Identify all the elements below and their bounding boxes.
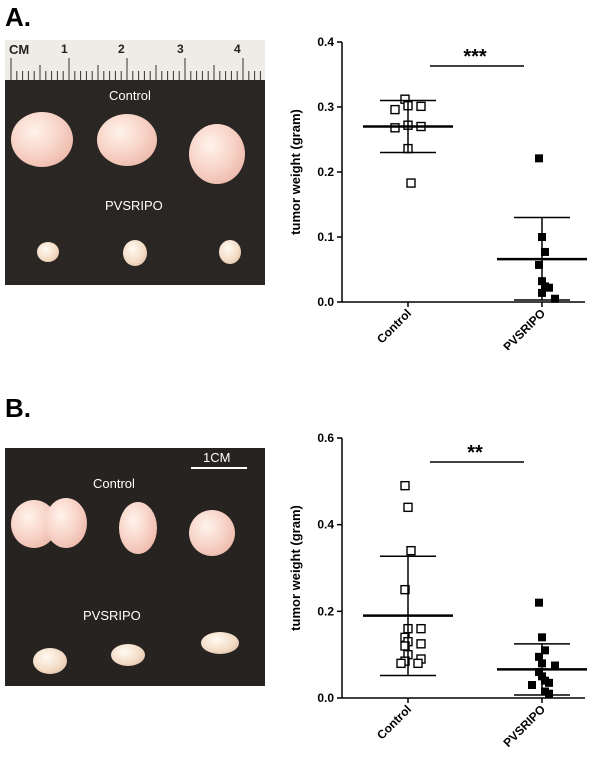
y-tick-label: 0.4 [317,35,334,49]
data-point [390,104,400,115]
data-point [541,646,549,655]
data-point [416,101,426,112]
y-axis-label: tumor weight (gram) [288,109,303,235]
treated-tumor [37,242,59,262]
y-tick-label: 0.0 [317,691,334,705]
photo-b-treated-label: PVSRIPO [83,608,141,623]
data-point [406,545,416,556]
data-point [535,652,543,661]
data-point [406,178,416,188]
ruler-ticks [10,58,261,80]
x-tick-label: Control [374,306,414,346]
data-point [545,678,553,687]
y-tick-label: 0.0 [317,295,334,309]
x-tick-label: PVSRIPO [500,702,548,750]
y-tick-label: 0.1 [317,230,334,244]
ruler-mark-1: 1 [61,42,68,56]
data-point [416,623,426,634]
data-point [535,154,543,163]
tumor-weight-chart-a: 0.0 0.1 0.2 0.3 0.4 tumor weight (gram) Contro… [288,35,587,350]
control-tumor [189,124,245,184]
data-point [413,658,423,669]
ruler-mark-2: 2 [118,42,125,56]
tumor-photo-b: 1CM Control PVSRIPO [5,448,265,686]
photo-a-treated-label: PVSRIPO [105,198,163,213]
control-tumor [119,502,157,554]
data-point [528,681,536,689]
y-tick-label: 0.6 [317,431,334,445]
data-point [403,502,413,513]
ruler-mark-4: 4 [234,42,241,56]
treated-tumor [123,240,147,266]
tumor-weight-chart-b: 0.0 0.2 0.4 0.6 tumor weight (gram) Control PV… [288,431,587,750]
data-point [538,633,546,642]
x-tick-label: Control [374,702,414,742]
photo-b-scale-label: 1CM [203,450,231,465]
data-point [535,668,543,676]
y-tick-label: 0.3 [317,100,334,114]
control-tumor [97,114,157,166]
data-point [396,658,406,669]
treated-tumor [201,632,239,654]
ruler-mark-3: 3 [177,42,184,56]
photo-a-control-label: Control [109,88,151,103]
panel-a-label: A. [5,2,31,32]
tumor-photo-a: Control PVSRIPO [5,80,265,285]
data-point [400,584,410,595]
control-tumor [189,510,235,556]
y-tick-label: 0.4 [317,518,334,532]
panel-b-label: B. [5,393,31,423]
y-tick-label: 0.2 [317,165,334,179]
ruler: CM 1 2 3 4 [5,40,265,80]
scale-bar [191,467,247,469]
control-tumor [45,498,87,548]
treated-tumor [33,648,67,674]
data-point [541,247,549,256]
data-point [390,123,400,133]
ruler-cm-label: CM [9,42,30,57]
x-tick-label: PVSRIPO [500,306,548,350]
data-point [545,283,553,292]
data-point [551,661,559,670]
control-tumor [11,112,73,167]
y-axis-label: tumor weight (gram) [288,505,303,631]
data-point [551,294,559,303]
data-point [535,598,543,607]
data-point [535,260,543,269]
treated-tumor [111,644,145,666]
data-point [400,480,410,491]
data-point [545,689,553,698]
significance-stars: ** [467,442,483,464]
y-tick-label: 0.2 [317,604,334,618]
significance-stars: *** [463,46,487,68]
data-point [416,639,426,649]
treated-tumor [219,240,241,264]
photo-b-control-label: Control [93,476,135,491]
